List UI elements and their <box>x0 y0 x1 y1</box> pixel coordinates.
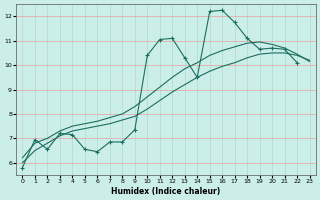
X-axis label: Humidex (Indice chaleur): Humidex (Indice chaleur) <box>111 187 221 196</box>
